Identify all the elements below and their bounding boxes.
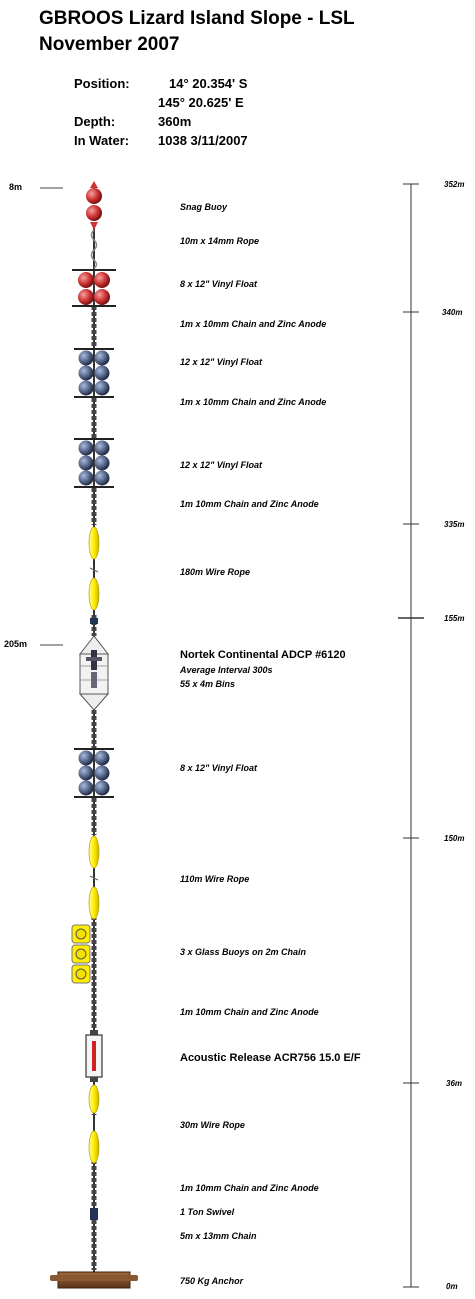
swivel: [90, 1208, 98, 1220]
inwater-value: 1038 3/11/2007: [158, 133, 248, 148]
adcp-depth-label: 205m: [4, 639, 28, 649]
wire-rope-fairings-180m: [88, 526, 100, 611]
label-acoustic-release: Acoustic Release ACR756 15.0 E/F: [180, 1052, 361, 1064]
label-wire-rope-110: 110m Wire Rope: [180, 874, 250, 884]
label-chain-5: 1m 10mm Chain and Zinc Anode: [180, 1183, 319, 1193]
label-blue-floats-3: 8 x 12" Vinyl Float: [180, 763, 257, 773]
label-anchor: 750 Kg Anchor: [180, 1276, 244, 1286]
label-blue-floats-1: 12 x 12" Vinyl Float: [180, 357, 262, 367]
snag-depth-label: 8m: [9, 182, 23, 192]
page-subtitle: November 2007: [39, 34, 180, 55]
wire-rope-fairings-110m: [88, 835, 100, 920]
label-glass-buoys: 3 x Glass Buoys on 2m Chain: [180, 947, 307, 957]
label-wire-rope-180: 180m Wire Rope: [180, 567, 250, 577]
label-swivel: 1 Ton Swivel: [180, 1207, 235, 1217]
adcp-frame: [78, 618, 110, 711]
label-chain-2: 1m x 10mm Chain and Zinc Anode: [180, 397, 327, 407]
label-red-floats: 8 x 12" Vinyl Float: [180, 279, 257, 289]
label-chain-3: 1m 10mm Chain and Zinc Anode: [180, 499, 319, 509]
label-rope: 10m x 14mm Rope: [180, 236, 260, 246]
label-blue-floats-2: 12 x 12" Vinyl Float: [180, 460, 262, 470]
wire-rope-fairings-30m: [88, 1084, 100, 1164]
label-adcp-bins: 55 x 4m Bins: [180, 679, 236, 689]
scale-label-352: 352m: [444, 180, 465, 189]
rope-14mm: [90, 229, 98, 269]
scale-label-335: 335m: [444, 520, 465, 529]
depth-value: 360m: [158, 114, 192, 129]
scale-label-340: 340m: [442, 308, 463, 317]
label-chain-1: 1m x 10mm Chain and Zinc Anode: [180, 319, 327, 329]
label-chain-13mm: 5m x 13mm Chain: [180, 1231, 257, 1241]
acoustic-release: [85, 1030, 103, 1082]
scale-label-36: 36m: [446, 1079, 463, 1088]
blue-vinyl-floats-2: [74, 438, 114, 488]
scale-label-150: 150m: [444, 834, 465, 843]
depth-label: Depth:: [74, 114, 116, 129]
blue-vinyl-floats-1: [74, 348, 114, 398]
anchor: [50, 1271, 138, 1289]
latitude-value: 14° 20.354' S: [169, 76, 248, 91]
red-vinyl-floats: [72, 269, 116, 307]
label-chain-4: 1m 10mm Chain and Zinc Anode: [180, 1007, 319, 1017]
snag-buoy: [86, 181, 102, 230]
page-title: GBROOS Lizard Island Slope - LSL: [39, 8, 355, 29]
label-adcp: Nortek Continental ADCP #6120: [180, 649, 346, 661]
longitude-value: 145° 20.625' E: [158, 95, 244, 110]
label-adcp-interval: Average Interval 300s: [180, 665, 273, 675]
scale-label-0: 0m: [446, 1282, 458, 1291]
scale-label-155: 155m: [444, 614, 465, 623]
blue-vinyl-floats-3: [74, 748, 114, 798]
glass-buoys: [71, 924, 91, 984]
label-snag-buoy: Snag Buoy: [180, 202, 228, 212]
inwater-label: In Water:: [74, 133, 130, 148]
depth-scale: [398, 183, 424, 1288]
position-label: Position:: [74, 76, 130, 91]
label-wire-rope-30: 30m Wire Rope: [180, 1120, 245, 1130]
